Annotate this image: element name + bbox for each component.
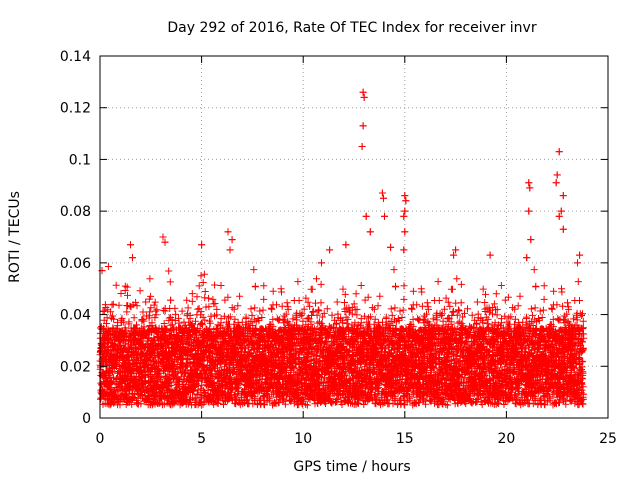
x-tick-label: 0: [96, 431, 105, 447]
y-tick-label: 0.04: [60, 308, 91, 324]
roti-peak-point: [359, 88, 367, 96]
roti-peak-point: [400, 212, 408, 220]
roti-peak-point: [129, 254, 137, 262]
roti-peak-point: [198, 241, 206, 249]
roti-peak-point: [527, 236, 535, 244]
roti-peak-point: [402, 197, 410, 205]
y-tick-label: 0.06: [60, 256, 91, 272]
roti-peak-point: [161, 238, 169, 246]
roti-point-markers: [96, 88, 588, 409]
x-tick-label: 25: [599, 431, 617, 447]
x-axis-title: GPS time / hours: [293, 459, 410, 475]
y-tick-label: 0.02: [60, 359, 91, 375]
x-tick-labels: 0 5 10 15 20 25: [96, 431, 617, 447]
roti-peak-point: [525, 207, 533, 215]
roti-peak-point: [526, 184, 534, 192]
roti-peak-point: [486, 251, 494, 259]
roti-peak-point: [574, 259, 582, 267]
axis-ticks: [99, 55, 609, 419]
x-tick-label: 5: [197, 431, 206, 447]
chart-title: Day 292 of 2016, Rate Of TEC Index for r…: [167, 20, 536, 36]
roti-peak-point: [359, 122, 367, 130]
x-tick-label: 15: [396, 431, 414, 447]
plot-frame: [99, 55, 609, 419]
data-points: [96, 88, 588, 409]
roti-peak-point: [452, 246, 460, 254]
roti-peak-point: [559, 192, 567, 200]
roti-peak-point: [380, 212, 388, 220]
roti-peak-point: [379, 194, 387, 202]
roti-peak-point: [552, 179, 560, 187]
roti-peak-point: [525, 179, 533, 187]
roti-peak-point: [557, 207, 565, 215]
y-tick-label: 0: [82, 411, 91, 427]
roti-peak-point: [450, 251, 458, 259]
roti-peak-point: [559, 225, 567, 233]
y-tick-labels: 0 0.02 0.04 0.06 0.08 0.1 0.12 0.14: [60, 49, 91, 427]
x-tick-label: 10: [294, 431, 312, 447]
roti-peak-point: [576, 251, 584, 259]
roti-peak-point: [159, 233, 167, 241]
roti-peak-point: [555, 212, 563, 220]
roti-peak-point: [126, 241, 134, 249]
roti-peak-point: [523, 254, 531, 262]
roti-peak-point: [317, 259, 325, 267]
x-tick-label: 20: [497, 431, 515, 447]
y-tick-label: 0.14: [60, 49, 91, 65]
roti-peak-point: [228, 236, 236, 244]
roti-peak-point: [366, 228, 374, 236]
roti-peak-point: [555, 148, 563, 156]
roti-peak-point: [401, 207, 409, 215]
roti-peak-point: [224, 228, 232, 236]
roti-peak-point: [326, 246, 334, 254]
y-tick-label: 0.08: [60, 204, 91, 220]
roti-peak-point: [378, 189, 386, 197]
roti-peak-point: [362, 212, 370, 220]
roti-peak-point: [358, 143, 366, 150]
roti-peak-point: [226, 246, 234, 254]
y-axis-title: ROTI / TECUs: [7, 191, 23, 283]
y-tick-label: 0.1: [69, 152, 91, 168]
roti-peak-point: [387, 243, 395, 251]
y-tick-label: 0.12: [60, 101, 91, 117]
roti-peak-point: [342, 241, 350, 249]
roti-peak-point: [400, 246, 408, 254]
roti-peak-point: [553, 171, 561, 179]
roti-peak-point: [401, 228, 409, 236]
roti-peak-point: [401, 192, 409, 200]
roti-peak-point: [360, 93, 368, 101]
